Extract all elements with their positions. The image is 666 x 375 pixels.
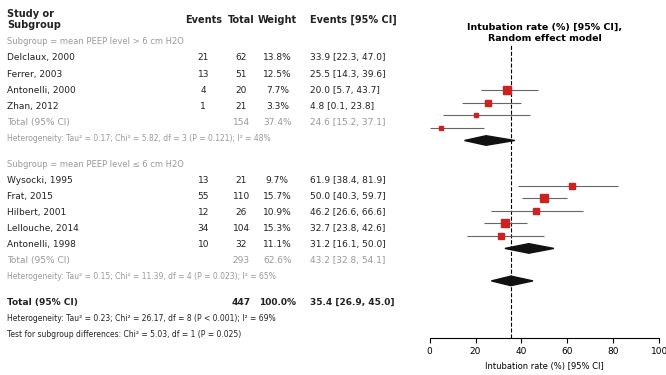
Text: 61.9 [38.4, 81.9]: 61.9 [38.4, 81.9] xyxy=(310,176,386,185)
Text: Antonelli, 2000: Antonelli, 2000 xyxy=(7,86,76,95)
Text: Events [95% CI]: Events [95% CI] xyxy=(310,15,397,25)
Text: Test for subgroup differences: Chi² = 5.03, df = 1 (P = 0.025): Test for subgroup differences: Chi² = 5.… xyxy=(7,330,241,339)
Text: 293: 293 xyxy=(233,256,250,265)
Text: 4.8 [0.1, 23.8]: 4.8 [0.1, 23.8] xyxy=(310,102,374,111)
Text: 55: 55 xyxy=(198,192,209,201)
Text: 12.5%: 12.5% xyxy=(263,70,292,79)
Text: 100.0%: 100.0% xyxy=(259,298,296,307)
Text: 12: 12 xyxy=(198,208,209,217)
Text: Subgroup = mean PEEP level > 6 cm H2O: Subgroup = mean PEEP level > 6 cm H2O xyxy=(7,38,184,46)
Text: 46.2 [26.6, 66.6]: 46.2 [26.6, 66.6] xyxy=(310,208,386,217)
Text: 37.4%: 37.4% xyxy=(263,118,292,127)
Polygon shape xyxy=(464,136,515,145)
Text: 21: 21 xyxy=(198,54,209,62)
Text: 7.7%: 7.7% xyxy=(266,86,289,95)
Text: 26: 26 xyxy=(236,208,247,217)
Text: 15.7%: 15.7% xyxy=(263,192,292,201)
Text: 10: 10 xyxy=(198,240,209,249)
Text: Antonelli, 1998: Antonelli, 1998 xyxy=(7,240,76,249)
Text: Study or
Subgroup: Study or Subgroup xyxy=(7,9,61,30)
Polygon shape xyxy=(492,276,533,286)
Text: 4: 4 xyxy=(200,86,206,95)
Text: 10.9%: 10.9% xyxy=(263,208,292,217)
Text: Weight: Weight xyxy=(258,15,297,25)
Text: 21: 21 xyxy=(236,176,247,185)
Text: 20.0 [5.7, 43.7]: 20.0 [5.7, 43.7] xyxy=(310,86,380,95)
Text: 62: 62 xyxy=(236,54,247,62)
Text: Subgroup = mean PEEP level ≤ 6 cm H2O: Subgroup = mean PEEP level ≤ 6 cm H2O xyxy=(7,160,184,169)
Text: Total: Total xyxy=(228,15,255,25)
Text: 32: 32 xyxy=(236,240,247,249)
Text: 13: 13 xyxy=(198,176,209,185)
Text: 20: 20 xyxy=(236,86,247,95)
Text: 1: 1 xyxy=(200,102,206,111)
Text: 32.7 [23.8, 42.6]: 32.7 [23.8, 42.6] xyxy=(310,224,386,233)
Text: 9.7%: 9.7% xyxy=(266,176,289,185)
Text: 62.6%: 62.6% xyxy=(263,256,292,265)
Text: Delclaux, 2000: Delclaux, 2000 xyxy=(7,54,75,62)
Text: 24.6 [15.2, 37.1]: 24.6 [15.2, 37.1] xyxy=(310,118,386,127)
Text: Heterogeneity: Tau² = 0.23; Chi² = 26.17, df = 8 (P < 0.001); I² = 69%: Heterogeneity: Tau² = 0.23; Chi² = 26.17… xyxy=(7,314,276,323)
Text: Ferrer, 2003: Ferrer, 2003 xyxy=(7,70,63,79)
Text: 34: 34 xyxy=(198,224,209,233)
Text: Events: Events xyxy=(184,15,222,25)
Text: 31.2 [16.1, 50.0]: 31.2 [16.1, 50.0] xyxy=(310,240,386,249)
Text: Zhan, 2012: Zhan, 2012 xyxy=(7,102,59,111)
Text: Lellouche, 2014: Lellouche, 2014 xyxy=(7,224,79,233)
Text: 13.8%: 13.8% xyxy=(263,54,292,62)
Text: 50.0 [40.3, 59.7]: 50.0 [40.3, 59.7] xyxy=(310,192,386,201)
Text: 51: 51 xyxy=(236,70,247,79)
Title: Intubation rate (%) [95% CI],
Random effect model: Intubation rate (%) [95% CI], Random eff… xyxy=(467,23,622,43)
Text: Frat, 2015: Frat, 2015 xyxy=(7,192,53,201)
Text: Total (95% CI): Total (95% CI) xyxy=(7,118,70,127)
Text: Total (95% CI): Total (95% CI) xyxy=(7,298,78,307)
Text: 13: 13 xyxy=(198,70,209,79)
Text: 104: 104 xyxy=(233,224,250,233)
Text: 15.3%: 15.3% xyxy=(263,224,292,233)
Text: 154: 154 xyxy=(233,118,250,127)
X-axis label: Intubation rate (%) [95% CI]: Intubation rate (%) [95% CI] xyxy=(485,362,604,371)
Text: 3.3%: 3.3% xyxy=(266,102,289,111)
Text: 110: 110 xyxy=(232,192,250,201)
Text: 35.4 [26.9, 45.0]: 35.4 [26.9, 45.0] xyxy=(310,298,395,307)
Text: Hilbert, 2001: Hilbert, 2001 xyxy=(7,208,67,217)
Text: Heterogeneity: Tau² = 0.15; Chi² = 11.39, df = 4 (P = 0.023); I² = 65%: Heterogeneity: Tau² = 0.15; Chi² = 11.39… xyxy=(7,273,276,282)
Text: 11.1%: 11.1% xyxy=(263,240,292,249)
Text: Wysocki, 1995: Wysocki, 1995 xyxy=(7,176,73,185)
Polygon shape xyxy=(505,244,554,253)
Text: 21: 21 xyxy=(236,102,247,111)
Text: 447: 447 xyxy=(232,298,251,307)
Text: Total (95% CI): Total (95% CI) xyxy=(7,256,70,265)
Text: 33.9 [22.3, 47.0]: 33.9 [22.3, 47.0] xyxy=(310,54,386,62)
Text: Heterogeneity: Tau² = 0.17; Chi² = 5.82, df = 3 (P = 0.121); I² = 48%: Heterogeneity: Tau² = 0.17; Chi² = 5.82,… xyxy=(7,134,270,143)
Text: 25.5 [14.3, 39.6]: 25.5 [14.3, 39.6] xyxy=(310,70,386,79)
Text: 43.2 [32.8, 54.1]: 43.2 [32.8, 54.1] xyxy=(310,256,386,265)
